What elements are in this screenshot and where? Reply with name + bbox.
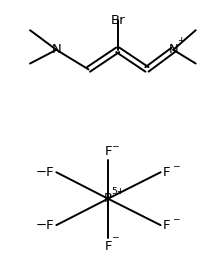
Text: Br: Br bbox=[110, 14, 125, 27]
Text: −: − bbox=[172, 214, 180, 223]
Text: F: F bbox=[163, 166, 170, 179]
Text: −: − bbox=[172, 161, 180, 170]
Text: F: F bbox=[163, 219, 170, 232]
Text: P: P bbox=[104, 192, 112, 205]
Text: F: F bbox=[104, 240, 112, 253]
Text: −: − bbox=[111, 232, 119, 241]
Text: −F: −F bbox=[36, 166, 54, 179]
Text: 5+: 5+ bbox=[111, 187, 124, 196]
Text: +: + bbox=[177, 37, 185, 46]
Text: −: − bbox=[111, 141, 119, 150]
Text: F: F bbox=[104, 145, 112, 158]
Text: −F: −F bbox=[36, 219, 54, 232]
Text: N: N bbox=[168, 43, 178, 56]
Text: N: N bbox=[51, 43, 61, 56]
